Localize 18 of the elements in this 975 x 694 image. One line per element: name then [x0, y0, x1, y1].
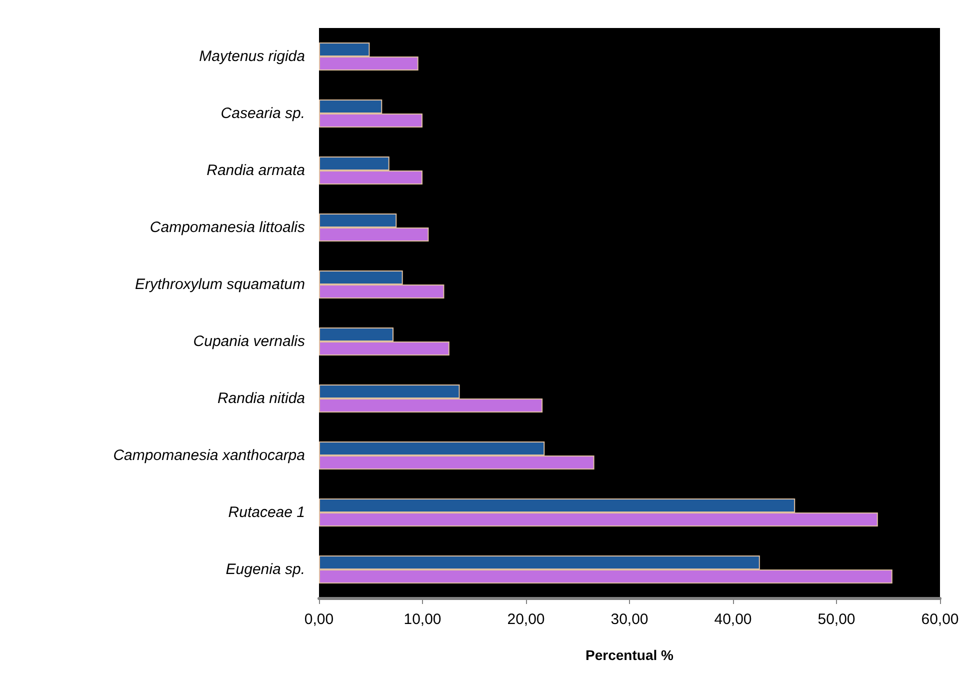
y-tick-label: Campomanesia xanthocarpa: [113, 447, 305, 464]
x-tick-label: 60,00: [921, 611, 959, 628]
y-tick-label: Rutaceae 1: [228, 504, 305, 521]
x-tick-label: 30,00: [610, 611, 648, 628]
x-tick-label: 20,00: [507, 611, 545, 628]
x-tick-label: 50,00: [818, 611, 856, 628]
x-tick-label: 0,00: [304, 611, 334, 628]
y-tick-label: Erythroxylum squamatum: [134, 276, 305, 293]
x-tick-label: 40,00: [714, 611, 752, 628]
x-axis-title: Percentual %: [586, 647, 674, 663]
y-tick-label: Campomanesia littoalis: [150, 219, 306, 236]
y-tick-label: Casearia sp.: [220, 105, 305, 122]
y-tick-label: Maytenus rigida: [199, 48, 305, 65]
x-tick-label: 10,00: [404, 611, 442, 628]
y-tick-label: Cupania vernalis: [193, 333, 306, 350]
y-tick-label: Eugenia sp.: [226, 561, 305, 578]
y-tick-label: Randia armata: [206, 162, 305, 179]
y-tick-label: Randia nitida: [217, 390, 305, 407]
